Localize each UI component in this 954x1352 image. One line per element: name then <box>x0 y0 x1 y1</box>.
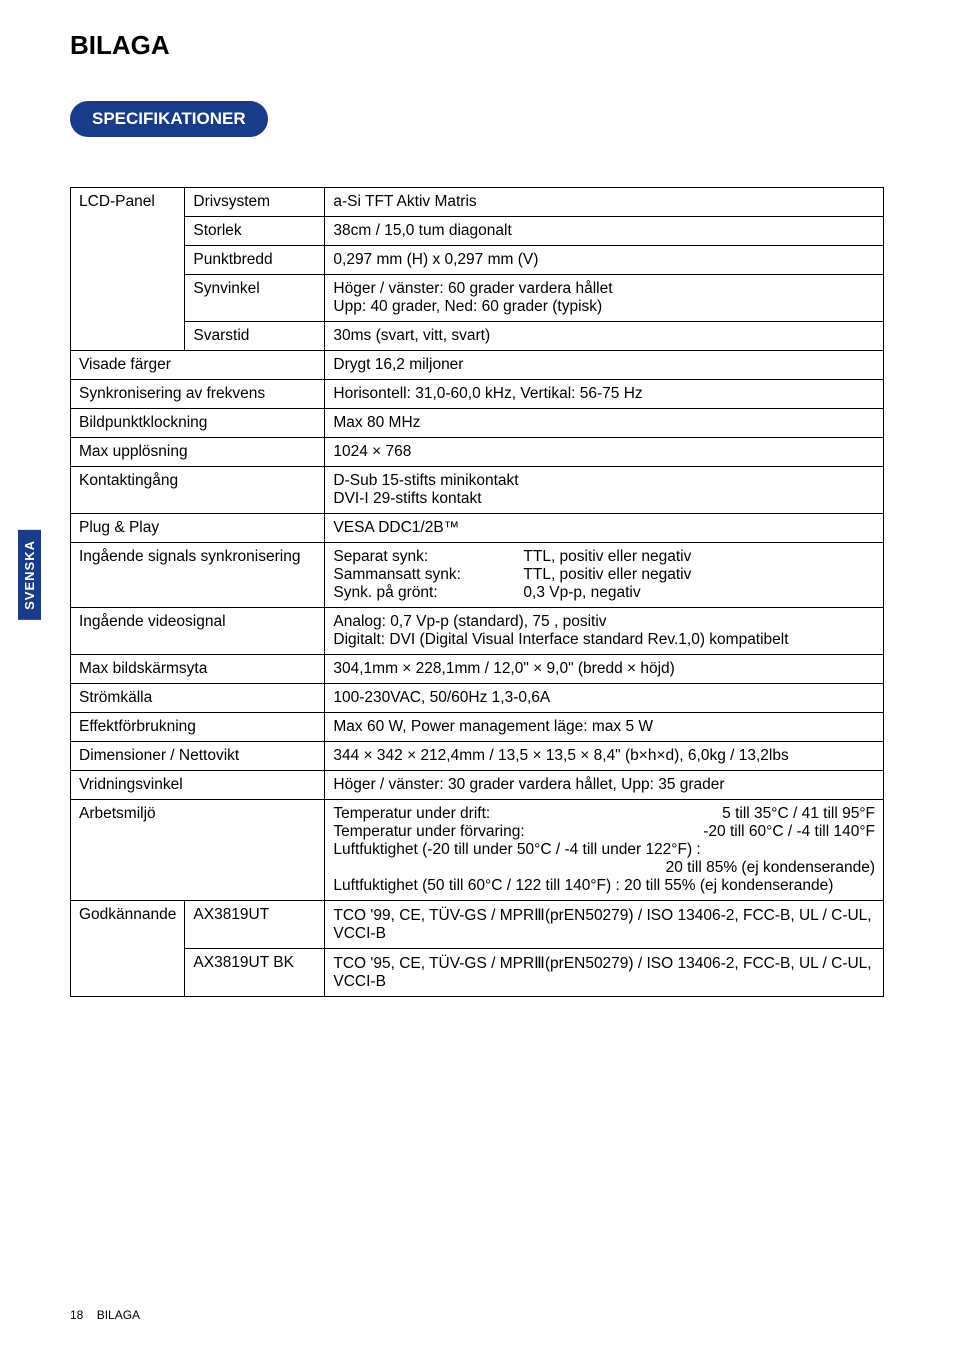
cell-value: 30ms (svart, vitt, svart) <box>325 322 884 351</box>
cell-sublabel: Storlek <box>185 217 325 246</box>
cell-label: Ingående videosignal <box>71 608 325 655</box>
table-row: AX3819UT BK TCO '95, CE, TÜV-GS / MPRⅢ(p… <box>71 949 884 997</box>
env-l2-value: -20 till 60°C / -4 till 140°F <box>703 823 875 841</box>
cell-value: 304,1mm × 228,1mm / 12,0" × 9,0" (bredd … <box>325 655 884 684</box>
env-l3-value: 20 till 85% (ej kondenserande) <box>333 859 875 877</box>
cell-value: a-Si TFT Aktiv Matris <box>325 188 884 217</box>
table-row: Ingående videosignal Analog: 0,7 Vp-p (s… <box>71 608 884 655</box>
env-l3: Luftfuktighet (-20 till under 50°C / -4 … <box>333 841 875 859</box>
table-row: Strömkälla 100-230VAC, 50/60Hz 1,3-0,6A <box>71 684 884 713</box>
cell-sublabel: Punktbredd <box>185 246 325 275</box>
cell-label: Vridningsvinkel <box>71 771 325 800</box>
table-row: Max upplösning 1024 × 768 <box>71 438 884 467</box>
spec-table: LCD-Panel Drivsystem a-Si TFT Aktiv Matr… <box>70 187 884 997</box>
table-row: Bildpunktklockning Max 80 MHz <box>71 409 884 438</box>
table-row: Kontaktingång D-Sub 15-stifts minikontak… <box>71 467 884 514</box>
section-heading: SPECIFIKATIONER <box>70 101 268 137</box>
cell-value: D-Sub 15-stifts minikontakt DVI-I 29-sti… <box>325 467 884 514</box>
table-row: Svarstid 30ms (svart, vitt, svart) <box>71 322 884 351</box>
sync-l3-label: Synk. på grönt: <box>333 584 523 602</box>
cell-label: Visade färger <box>71 351 325 380</box>
page-footer: 18 BILAGA <box>70 1308 140 1322</box>
cell-value: TCO '99, CE, TÜV-GS / MPRⅢ(prEN50279) / … <box>325 901 884 949</box>
cell-label: Arbetsmiljö <box>71 800 325 901</box>
cell-value: TCO '95, CE, TÜV-GS / MPRⅢ(prEN50279) / … <box>325 949 884 997</box>
cell-label: Synkronisering av frekvens <box>71 380 325 409</box>
cell-value: 38cm / 15,0 tum diagonalt <box>325 217 884 246</box>
table-row: Dimensioner / Nettovikt 344 × 342 × 212,… <box>71 742 884 771</box>
sync-l3-value: 0,3 Vp-p, negativ <box>523 584 875 602</box>
table-row: Ingående signals synkronisering Separat … <box>71 543 884 608</box>
cell-label: Ingående signals synkronisering <box>71 543 325 608</box>
sync-l1-label: Separat synk: <box>333 548 523 566</box>
cell-label: Plug & Play <box>71 514 325 543</box>
cell-value: Separat synk:TTL, positiv eller negativ … <box>325 543 884 608</box>
cell-value: Max 60 W, Power management läge: max 5 W <box>325 713 884 742</box>
cell-value: Max 80 MHz <box>325 409 884 438</box>
cell-sublabel: Drivsystem <box>185 188 325 217</box>
table-row: Synvinkel Höger / vänster: 60 grader var… <box>71 275 884 322</box>
table-row: Punktbredd 0,297 mm (H) x 0,297 mm (V) <box>71 246 884 275</box>
cell-label: Kontaktingång <box>71 467 325 514</box>
cell-value: 100-230VAC, 50/60Hz 1,3-0,6A <box>325 684 884 713</box>
table-row: Arbetsmiljö Temperatur under drift: 5 til… <box>71 800 884 901</box>
env-l1-label: Temperatur under drift: <box>333 805 490 823</box>
table-row: Visade färger Drygt 16,2 miljoner <box>71 351 884 380</box>
table-row: LCD-Panel Drivsystem a-Si TFT Aktiv Matr… <box>71 188 884 217</box>
cell-value: Analog: 0,7 Vp-p (standard), 75 , positi… <box>325 608 884 655</box>
cell-value: 0,297 mm (H) x 0,297 mm (V) <box>325 246 884 275</box>
cell-value: Höger / vänster: 60 grader vardera hålle… <box>325 275 884 322</box>
cell-sublabel: Svarstid <box>185 322 325 351</box>
cell-value: 344 × 342 × 212,4mm / 13,5 × 13,5 × 8,4"… <box>325 742 884 771</box>
language-tab: SVENSKA <box>18 530 41 620</box>
cell-label: LCD-Panel <box>71 188 185 351</box>
sync-l1-value: TTL, positiv eller negativ <box>523 548 875 566</box>
cell-label: Strömkälla <box>71 684 325 713</box>
table-row: Effektförbrukning Max 60 W, Power manage… <box>71 713 884 742</box>
page-number: 18 <box>70 1308 83 1322</box>
footer-label: BILAGA <box>97 1308 140 1322</box>
cell-value: Horisontell: 31,0-60,0 kHz, Vertikal: 56… <box>325 380 884 409</box>
cell-label: Max upplösning <box>71 438 325 467</box>
cell-value: VESA DDC1/2B™ <box>325 514 884 543</box>
page-title: BILAGA <box>70 30 884 61</box>
cell-label: Max bildskärmsyta <box>71 655 325 684</box>
cell-sublabel: Synvinkel <box>185 275 325 322</box>
cell-label: Dimensioner / Nettovikt <box>71 742 325 771</box>
cell-value: Drygt 16,2 miljoner <box>325 351 884 380</box>
env-l1-value: 5 till 35°C / 41 till 95°F <box>722 805 875 823</box>
cell-value: 1024 × 768 <box>325 438 884 467</box>
table-row: Godkännande AX3819UT TCO '99, CE, TÜV-GS… <box>71 901 884 949</box>
env-l4: Luftfuktighet (50 till 60°C / 122 till 1… <box>333 877 875 895</box>
cell-value: Höger / vänster: 30 grader vardera hålle… <box>325 771 884 800</box>
table-row: Max bildskärmsyta 304,1mm × 228,1mm / 12… <box>71 655 884 684</box>
sync-l2-value: TTL, positiv eller negativ <box>523 566 875 584</box>
cell-sublabel: AX3819UT <box>185 901 325 949</box>
cell-label: Bildpunktklockning <box>71 409 325 438</box>
cell-sublabel: AX3819UT BK <box>185 949 325 997</box>
sync-l2-label: Sammansatt synk: <box>333 566 523 584</box>
cell-label: Godkännande <box>71 901 185 997</box>
cell-value: Temperatur under drift: 5 till 35°C / 41 … <box>325 800 884 901</box>
env-l2-label: Temperatur under förvaring: <box>333 823 524 841</box>
table-row: Synkronisering av frekvens Horisontell: … <box>71 380 884 409</box>
table-row: Vridningsvinkel Höger / vänster: 30 grad… <box>71 771 884 800</box>
table-row: Storlek 38cm / 15,0 tum diagonalt <box>71 217 884 246</box>
cell-label: Effektförbrukning <box>71 713 325 742</box>
table-row: Plug & Play VESA DDC1/2B™ <box>71 514 884 543</box>
